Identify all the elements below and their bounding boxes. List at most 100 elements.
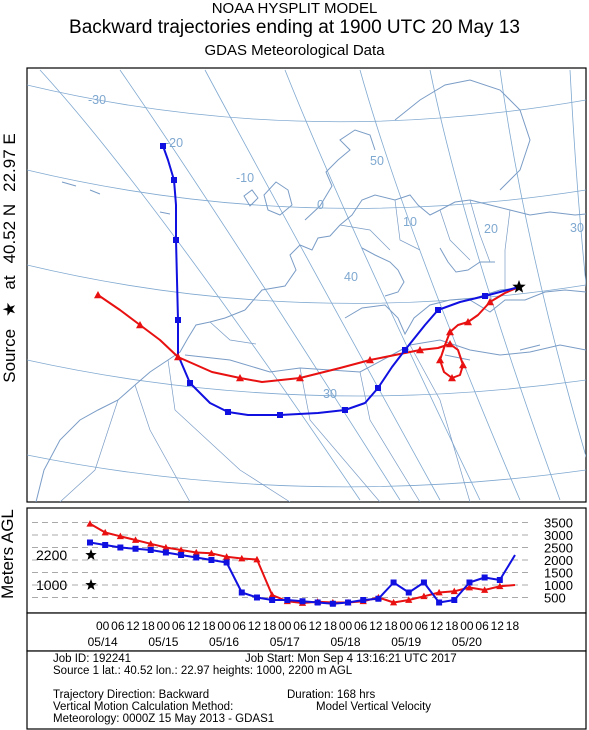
triangle-marker [116, 532, 124, 540]
graticule-label: 30 [570, 221, 584, 235]
triangle-marker [446, 328, 454, 336]
y-tick-label: 500 [544, 591, 566, 606]
x-tick-label: 12 [308, 619, 322, 633]
square-marker [178, 552, 185, 558]
x-tick-label: 12 [248, 619, 262, 633]
date-label: 05/20 [452, 635, 482, 649]
square-marker [360, 597, 367, 603]
triangle-marker [389, 598, 398, 606]
triangle-marker [459, 361, 467, 369]
x-tick-label: 00 [96, 619, 110, 633]
date-label: 05/16 [209, 635, 239, 649]
x-tick-label: 18 [202, 619, 216, 633]
square-marker [277, 412, 283, 418]
x-tick-label: 06 [475, 619, 489, 633]
triangle-marker [366, 356, 374, 364]
x-tick-label: 00 [217, 619, 231, 633]
triangle-marker [238, 554, 246, 562]
square-marker [436, 599, 443, 606]
square-marker [208, 557, 215, 563]
square-marker [375, 595, 382, 602]
x-tick-label: 18 [506, 619, 520, 633]
triangle-marker [486, 298, 494, 306]
date-label: 05/14 [88, 635, 118, 649]
square-marker [160, 143, 166, 149]
time-axis: 1812060018120600181206001812060018120600… [26, 612, 587, 652]
square-marker [329, 600, 336, 607]
meteorology: Meteorology: 0000Z 15 May 2013 - GDAS1 [53, 713, 275, 725]
x-tick-label: 06 [233, 619, 247, 633]
square-marker [299, 598, 306, 605]
triangle-marker [465, 583, 474, 591]
vertical-motion-method: Vertical Motion Calculation Method: [53, 701, 234, 713]
square-marker [420, 579, 427, 586]
y-tick-label: 3500 [544, 516, 573, 531]
x-tick-label: 12 [126, 619, 140, 633]
time-axis-frame [26, 612, 587, 652]
profile-frame [26, 507, 587, 614]
square-marker [171, 177, 177, 183]
triangle-marker [268, 591, 276, 598]
y-tick-label: 1500 [544, 566, 573, 581]
square-marker [225, 409, 231, 415]
x-tick-label: 00 [157, 619, 171, 633]
duration: Duration: 168 hrs [287, 689, 376, 701]
info-frame [26, 650, 587, 730]
square-marker [102, 542, 109, 548]
triangle-marker [416, 346, 424, 354]
y-tick-label: 2500 [544, 541, 573, 556]
x-tick-label: 06 [111, 619, 125, 633]
triangle-marker [94, 291, 102, 299]
triangle-marker [436, 356, 444, 364]
profile-series [86, 520, 516, 607]
x-tick-label: 12 [491, 619, 505, 633]
square-marker [117, 544, 124, 551]
square-marker [173, 237, 179, 243]
square-marker [342, 407, 348, 413]
x-tick-label: 06 [293, 619, 307, 633]
square-marker [87, 539, 93, 546]
date-label: 05/18 [330, 635, 360, 649]
triangle-marker [405, 596, 413, 603]
x-tick-label: 06 [354, 619, 368, 633]
triangle-marker [86, 520, 94, 527]
date-label: 05/19 [391, 635, 421, 649]
triangle-marker [207, 549, 216, 557]
triangle-marker [435, 588, 443, 596]
square-marker [238, 589, 245, 596]
source-star-icon [85, 549, 97, 560]
y-tick-label: 1000 [544, 578, 573, 593]
graticule-label: -10 [236, 171, 254, 185]
square-marker [187, 380, 193, 386]
triangle-marker [177, 546, 185, 553]
x-tick-label: 06 [172, 619, 186, 633]
y-tick-label: 3000 [544, 528, 573, 543]
square-marker [132, 545, 139, 552]
x-tick-label: 18 [263, 619, 277, 633]
source-info: Source 1 lat.: 40.52 lon.: 22.97 heights… [53, 665, 353, 677]
square-marker [253, 594, 260, 601]
vertical-motion-value: Model Vertical Velocity [316, 701, 432, 713]
x-tick-label: 00 [278, 619, 292, 633]
square-marker [223, 559, 230, 566]
square-marker [314, 599, 321, 606]
x-tick-label: 00 [400, 619, 414, 633]
date-label: 05/15 [148, 635, 178, 649]
chart-title-model: NOAA HYSPLIT MODEL [211, 0, 378, 17]
graticule-label: -20 [165, 136, 183, 150]
triangle-marker [481, 586, 489, 593]
country-borders [59, 199, 511, 502]
graticule-label: 10 [403, 215, 417, 229]
triangle-marker [174, 353, 182, 361]
x-tick-label: 12 [187, 619, 201, 633]
y-tick-label: 2000 [544, 553, 573, 568]
triangle-marker [136, 321, 144, 329]
start-height-label: 2200 [36, 547, 67, 563]
date-label: 05/17 [270, 635, 300, 649]
x-tick-label: 12 [430, 619, 444, 633]
x-tick-label: 12 [369, 619, 383, 633]
x-tick-label: 18 [445, 619, 459, 633]
square-marker [405, 589, 412, 596]
